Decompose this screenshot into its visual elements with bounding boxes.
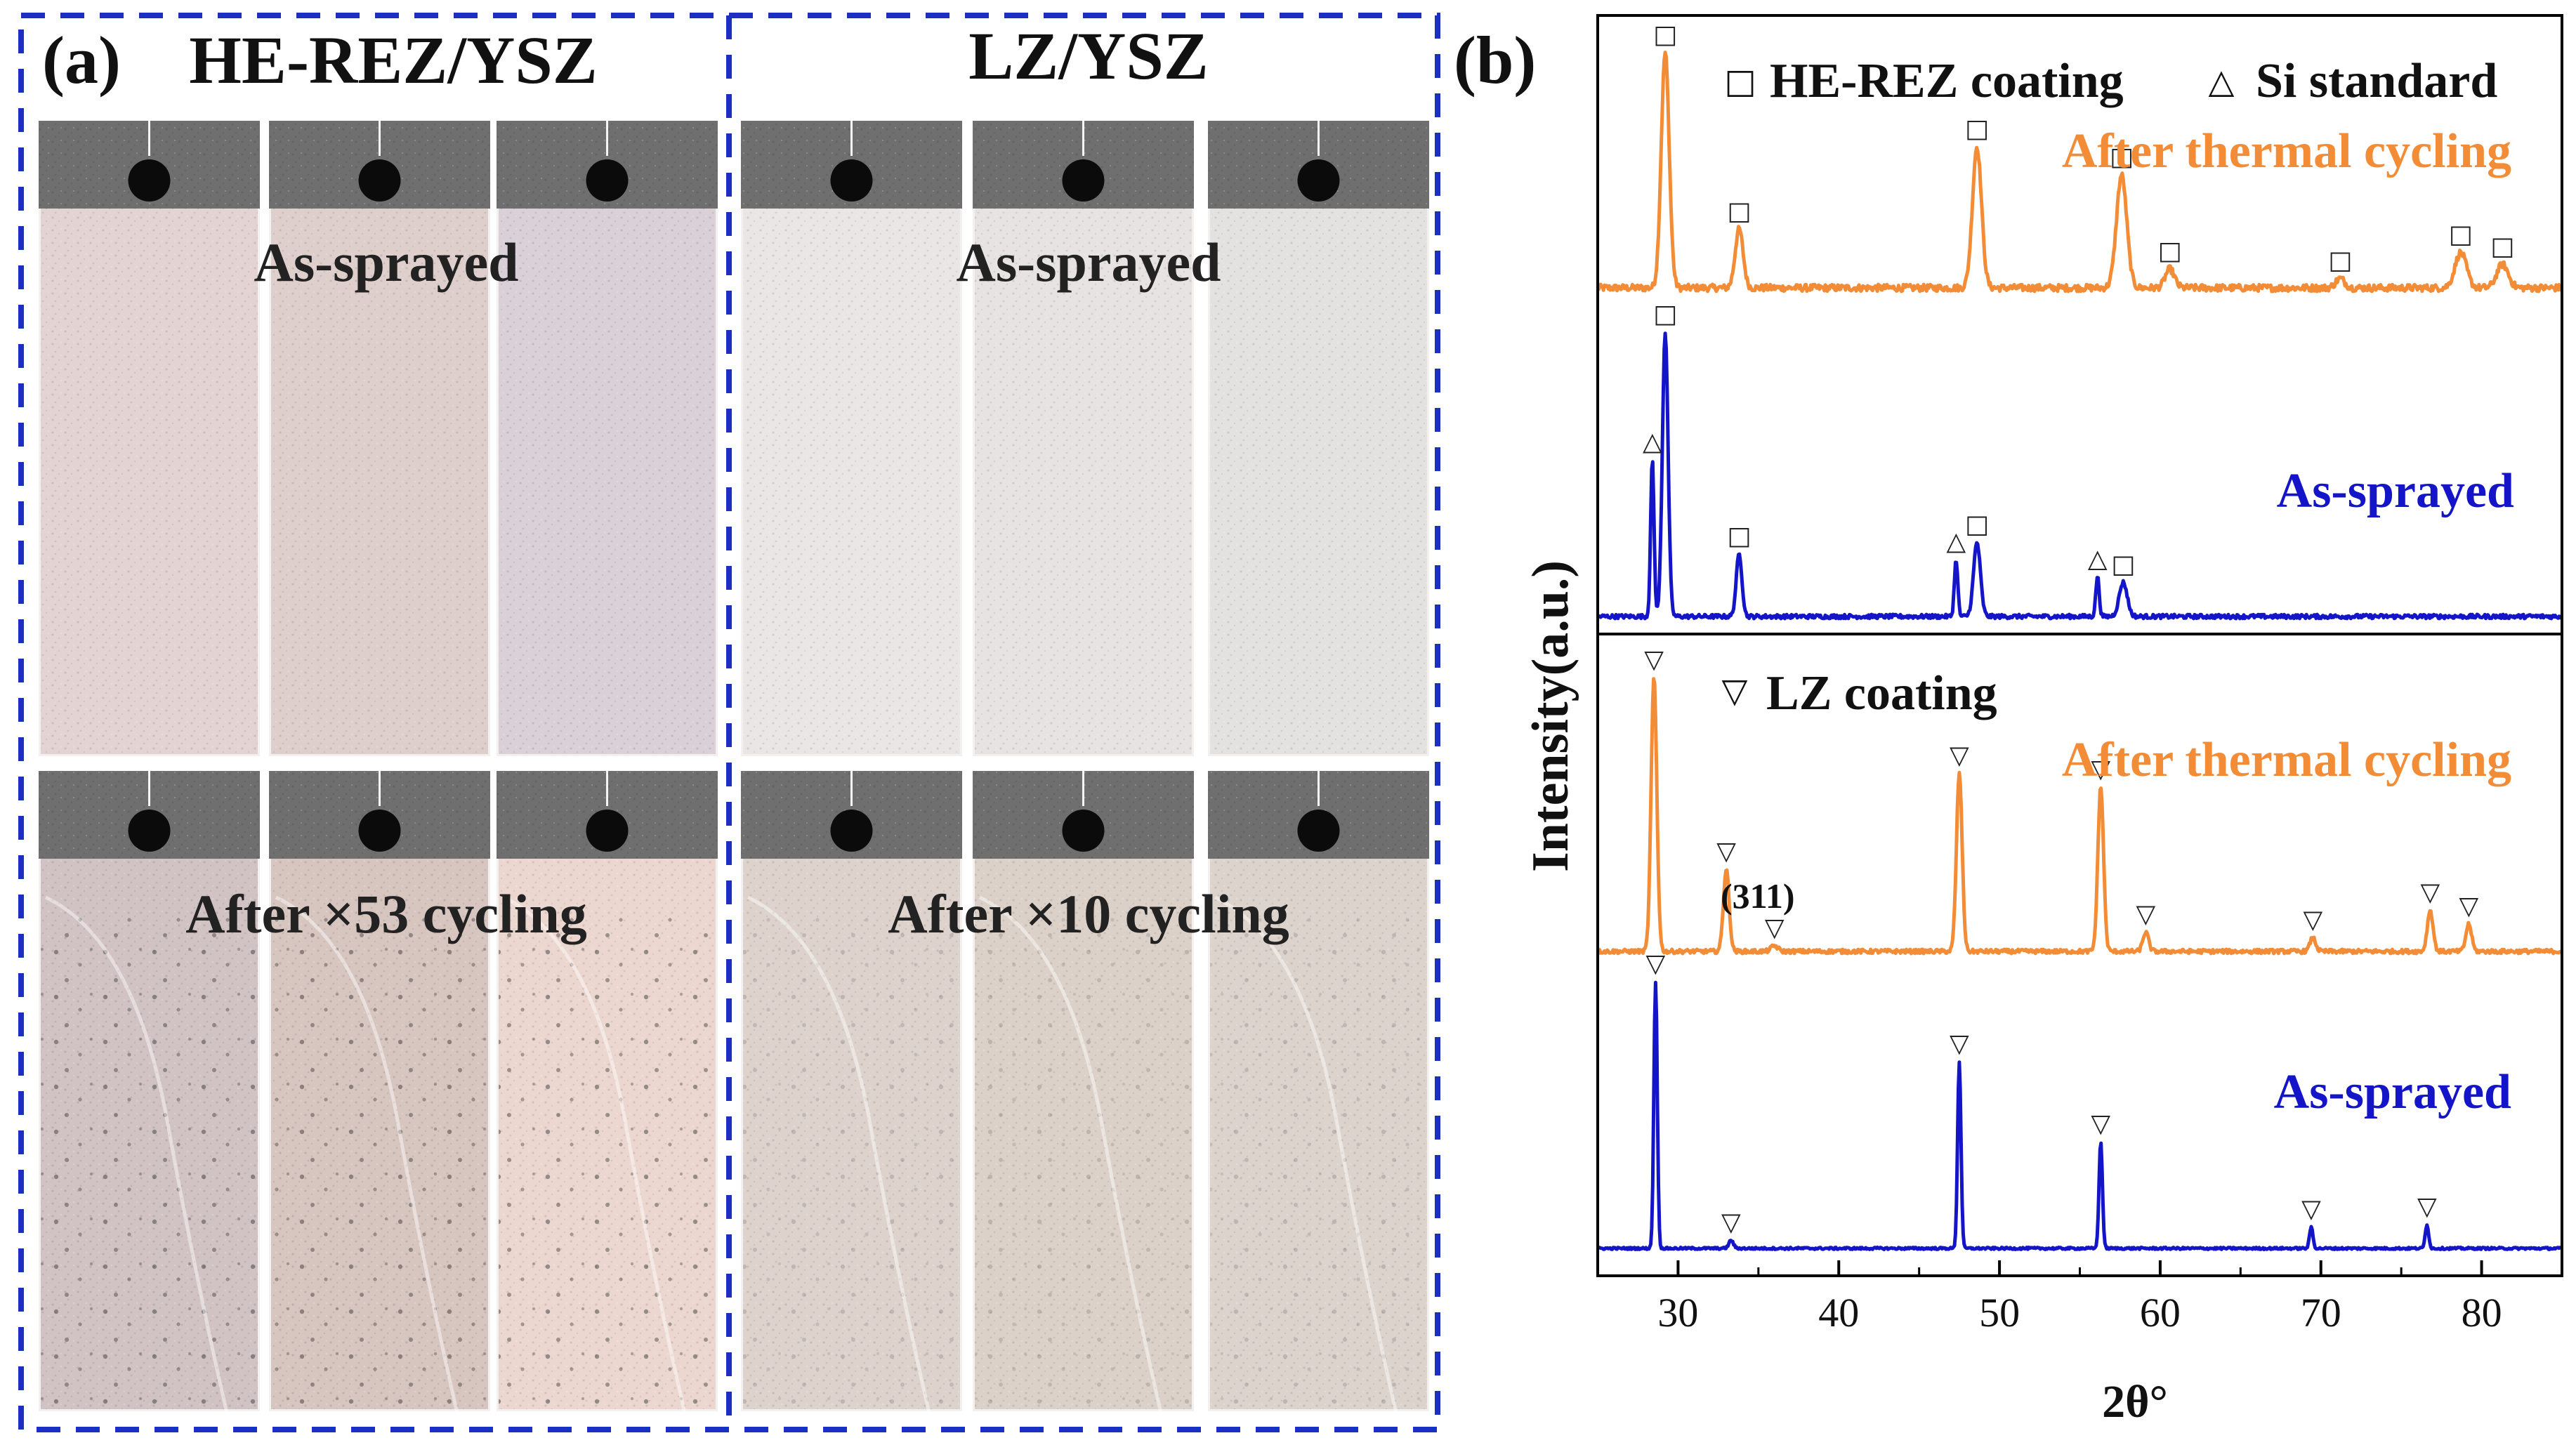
- xrd-line-orange: [1596, 51, 2563, 293]
- y-axis-label: Intensity(a.u.): [1522, 560, 1579, 872]
- peak-marker: □: [2328, 246, 2352, 275]
- sample-photo: [741, 771, 962, 1442]
- caption-lz-after-cycling: After ×10 cycling: [888, 883, 1289, 944]
- sample-photo: [973, 121, 1194, 756]
- x-tick-label: 30: [1657, 1290, 1698, 1335]
- peak-marker: ▽: [2417, 1192, 2437, 1221]
- peak-marker: □: [1727, 197, 1751, 225]
- peak-marker: □: [1653, 20, 1677, 49]
- legend-label-si: Si standard: [2256, 54, 2497, 108]
- peak-marker: ▽: [2421, 878, 2440, 907]
- x-tick-label: 50: [1979, 1290, 2020, 1335]
- peak-marker: ▽: [2301, 1195, 2321, 1224]
- peak-marker: ▽: [1644, 645, 1664, 674]
- sample-photo: [497, 771, 718, 1442]
- series-label-lz-as-sprayed: As-sprayed: [2274, 1065, 2511, 1119]
- sample-photo: [39, 771, 260, 1442]
- peak-marker: ▽: [2136, 900, 2155, 929]
- peak-marker: ▽: [2091, 1109, 2110, 1138]
- sample-photo: [973, 771, 1194, 1442]
- peak-marker: ▽: [2303, 906, 2322, 935]
- x-tick-label: 60: [2140, 1290, 2181, 1335]
- hanging-hole: [1297, 159, 1340, 202]
- panel-a-label: (a): [42, 22, 121, 98]
- spallation-crack: [747, 895, 938, 1442]
- hanging-hole: [830, 159, 873, 202]
- peak-marker: ▽: [2091, 755, 2110, 784]
- xrd-line-orange: [1596, 677, 2563, 956]
- sample-photos: [39, 121, 1429, 1442]
- legend-label-herez: HE-REZ coating: [1770, 54, 2124, 108]
- peak-marker: □: [1965, 510, 1989, 539]
- peak-marker: ▽: [1950, 741, 1969, 770]
- legend-marker-lz: ▽: [1722, 671, 1748, 711]
- peak-marker: △: [1946, 527, 1966, 556]
- x-tick-label: 40: [1818, 1290, 1859, 1335]
- hanging-hole: [586, 810, 629, 852]
- peak-marker: □: [2449, 220, 2473, 249]
- peak-marker: □: [1727, 522, 1751, 550]
- sample-photo: [497, 121, 718, 756]
- peak-marker: □: [2490, 232, 2514, 261]
- peak-marker: □: [1653, 300, 1677, 329]
- x-tick-label: 80: [2462, 1290, 2502, 1335]
- sample-photo: [269, 771, 490, 1442]
- hanging-hole: [128, 159, 171, 202]
- spallation-crack: [978, 895, 1170, 1442]
- series-label-herez-after: After thermal cycling: [2062, 124, 2511, 178]
- peak-marker: ▽: [1765, 913, 1785, 942]
- caption-herez-after-cycling: After ×53 cycling: [185, 883, 587, 944]
- peak-marker: △: [2088, 544, 2108, 573]
- hanging-hole: [128, 810, 171, 852]
- panel-a-photographs: (a) HE-REZ/YSZ LZ/YSZ As-sprayed As-spra…: [18, 13, 1440, 1442]
- group-title-lz: LZ/YSZ: [968, 18, 1208, 93]
- hanging-hole: [586, 159, 629, 202]
- hanging-hole: [830, 810, 873, 852]
- peak-marker: □: [2110, 143, 2134, 171]
- x-tick-label: 70: [2301, 1290, 2341, 1335]
- legend-label-lz: LZ coating: [1766, 666, 1997, 720]
- peak-marker: □: [2111, 550, 2135, 579]
- peak-marker: ▽: [1950, 1029, 1969, 1058]
- peak-marker: △: [1643, 428, 1662, 456]
- spallation-crack: [502, 895, 694, 1442]
- caption-lz-as-sprayed: As-sprayed: [956, 232, 1221, 293]
- sample-photo: [741, 121, 962, 756]
- xrd-line-blue: [1596, 331, 2563, 621]
- series-label-herez-as-sprayed: As-sprayed: [2277, 464, 2514, 518]
- hanging-hole: [358, 159, 401, 202]
- sample-photo: [1208, 771, 1429, 1442]
- panel-b-xrd-chart: (b) □□□□□ □□ □△□□ △□△ □ ▽▽▽▽ ▽▽ ▽▽ ▽▽▽▽▽▽ ▽ 30 40…: [1454, 14, 2563, 1427]
- x-axis-label: 2θ°: [2102, 1376, 2168, 1427]
- spallation-crack: [275, 895, 466, 1442]
- peak-annotation-311: (311): [1721, 876, 1795, 916]
- xrd-plot-lz: ▽ ▽ ▽ ▽ ▽ ▽ ▽ ▽ ▽ ▽ ▽ ▽ ▽ ▽ ▽: [1596, 645, 2563, 1251]
- hanging-hole: [358, 810, 401, 852]
- panel-b-label: (b): [1454, 22, 1536, 98]
- peak-marker: ▽: [2459, 892, 2478, 921]
- legend-marker-herez: □: [1724, 62, 1756, 101]
- x-axis: 30 40 50 60 70 80: [1596, 1260, 2563, 1335]
- hanging-hole: [1062, 810, 1105, 852]
- group-title-herez: HE-REZ/YSZ: [189, 22, 597, 98]
- peak-marker: ▽: [1716, 837, 1736, 866]
- peak-marker: □: [2158, 237, 2182, 265]
- spallation-crack: [1214, 895, 1405, 1442]
- hanging-hole: [1297, 810, 1340, 852]
- peak-marker: □: [1965, 114, 1989, 143]
- peak-marker: ▽: [1646, 949, 1666, 978]
- xrd-line-blue: [1596, 980, 2563, 1251]
- sample-photo: [1208, 121, 1429, 756]
- xrd-plot-herez: □□□□□ □□ □△□□ △□△ □: [1596, 20, 2563, 621]
- sample-photo: [39, 121, 260, 756]
- legend-marker-si: △: [2209, 62, 2235, 101]
- hanging-hole: [1062, 159, 1105, 202]
- sample-photo: [269, 121, 490, 756]
- series-label-lz-after: After thermal cycling: [2062, 733, 2511, 787]
- caption-herez-as-sprayed: As-sprayed: [254, 232, 518, 293]
- peak-marker: ▽: [1721, 1208, 1741, 1237]
- spallation-crack: [44, 895, 236, 1442]
